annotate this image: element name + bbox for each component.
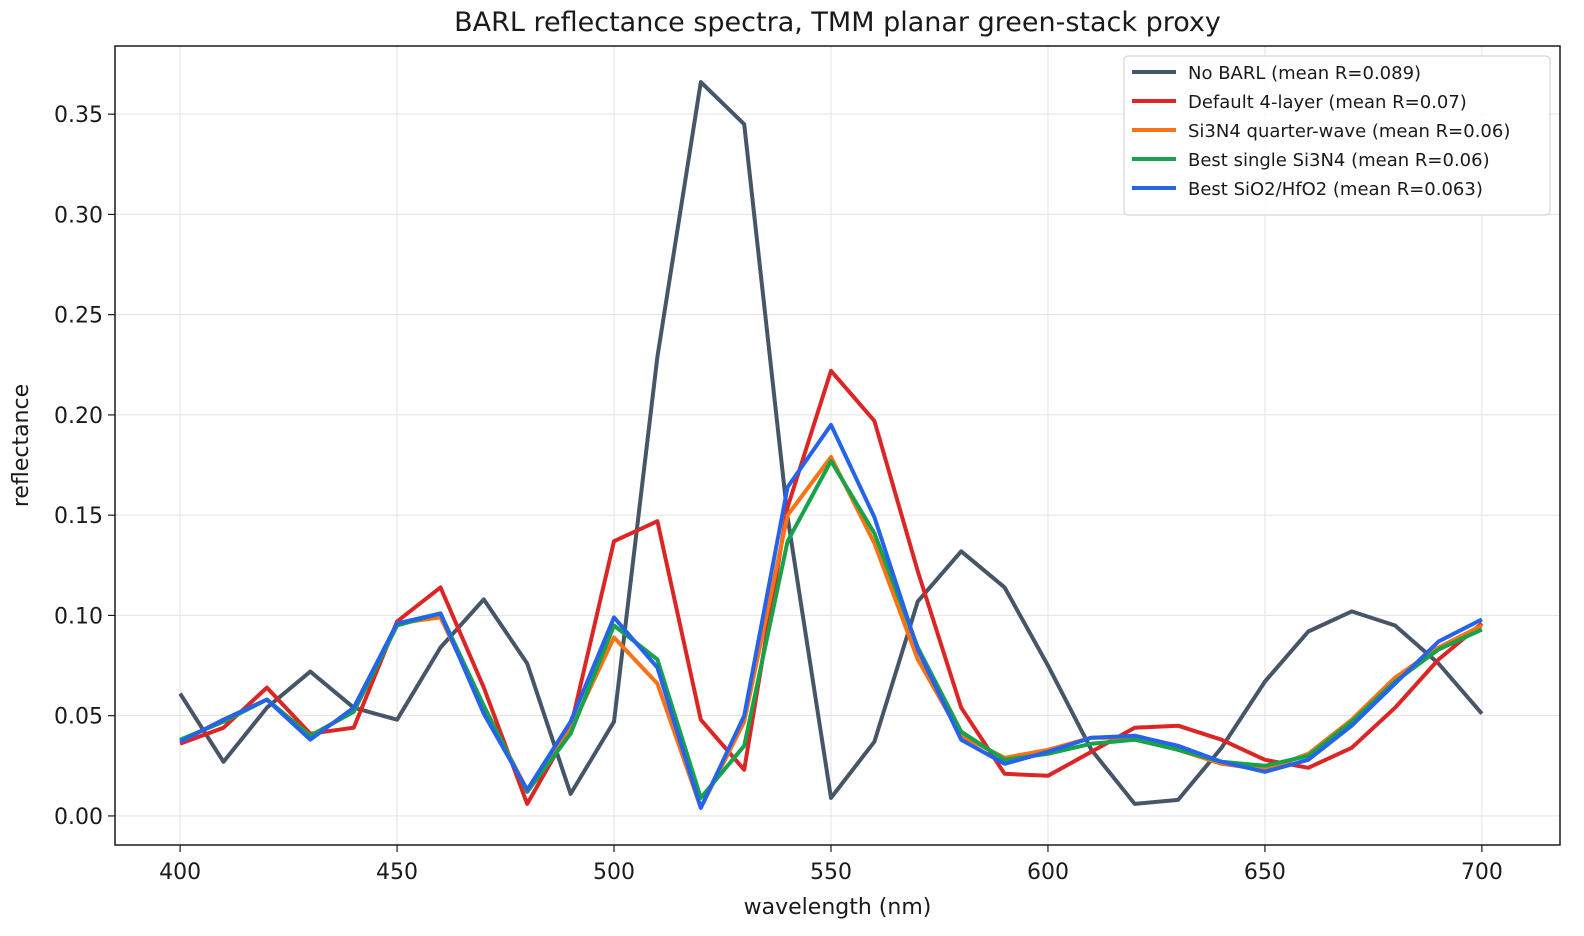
x-axis-title: wavelength (nm) (744, 895, 932, 920)
chart-title: BARL reflectance spectra, TMM planar gre… (454, 7, 1221, 38)
y-tick-label: 0.20 (54, 404, 103, 429)
y-tick-label: 0.05 (54, 705, 103, 730)
legend-label: Best SiO2/HfO2 (mean R=0.063) (1188, 179, 1483, 200)
x-tick-label: 550 (810, 860, 852, 885)
y-axis-title: reflectance (9, 384, 34, 507)
series-line-5 (179, 422, 1483, 810)
legend-label: Best single Si3N4 (mean R=0.06) (1188, 150, 1490, 171)
legend-box (1123, 55, 1551, 216)
y-tick-label: 0.15 (54, 504, 103, 529)
y-tick-label: 0.35 (54, 103, 103, 128)
x-tick-label: 400 (159, 860, 201, 885)
series-line-1 (178, 80, 1484, 806)
x-tick-label: 650 (1244, 860, 1286, 885)
x-tick-label: 700 (1461, 860, 1503, 885)
x-tick-label: 450 (376, 860, 418, 885)
series-lines (178, 80, 1484, 810)
y-tick-label: 0.00 (54, 805, 103, 830)
legend: No BARL (mean R=0.089) Default 4-layer (m… (1123, 55, 1551, 216)
plot-frame (114, 45, 1561, 846)
x-axis: 400 450 500 550 600 650 700 (159, 845, 1503, 885)
legend-label: No BARL (mean R=0.089) (1188, 63, 1421, 84)
x-tick-label: 600 (1027, 860, 1069, 885)
x-tick-label: 500 (593, 860, 635, 885)
y-tick-label: 0.10 (54, 604, 103, 629)
y-tick-label: 0.30 (54, 203, 103, 228)
legend-label: Default 4-layer (mean R=0.07) (1188, 92, 1467, 113)
y-axis: 0.00 0.05 0.10 0.15 0.20 0.25 0.30 0.35 (54, 103, 115, 830)
legend-label: Si3N4 quarter-wave (mean R=0.06) (1188, 121, 1510, 142)
y-tick-label: 0.25 (54, 304, 103, 329)
